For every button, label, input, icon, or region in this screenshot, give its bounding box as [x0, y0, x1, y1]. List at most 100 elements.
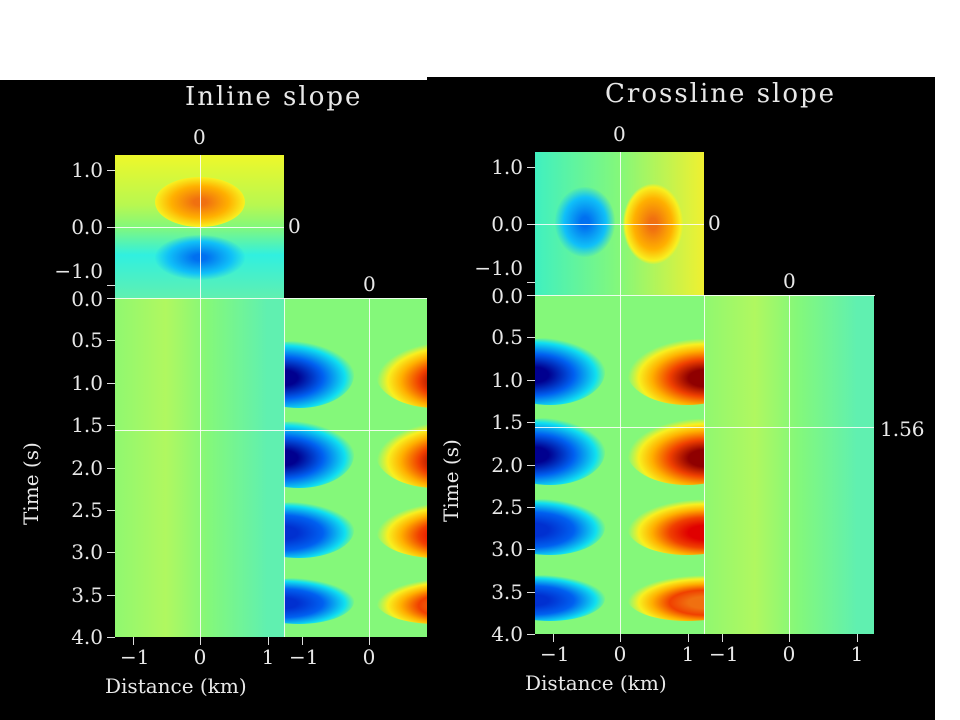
ytick [107, 382, 115, 384]
negative-event [284, 501, 354, 558]
positive-event [376, 421, 427, 489]
xtick [857, 634, 858, 642]
crosshair-inline [620, 152, 621, 295]
top-ytick-label: 0.0 [71, 215, 103, 239]
xtick-label-side: 0 [362, 645, 376, 669]
positive-event [376, 501, 427, 558]
ytick [107, 509, 115, 511]
crosshair-time [535, 427, 704, 429]
margin-strip [935, 77, 960, 720]
ytick-label: 3.5 [491, 579, 523, 604]
top-ytick [527, 282, 535, 283]
side-right-label: 1.56 [880, 417, 925, 441]
top-ytick [107, 227, 115, 228]
y-axis-label: Time (s) [19, 442, 43, 525]
ytick-label: 2.5 [491, 494, 523, 519]
xtick [133, 637, 134, 645]
top-ytick [107, 170, 115, 171]
side-section [704, 295, 874, 634]
xtick-label-main: 1 [261, 645, 275, 669]
ytick [107, 425, 115, 427]
ytick-label: 3.5 [71, 582, 103, 607]
ytick [527, 506, 535, 508]
ytick [107, 340, 115, 342]
ytick [527, 591, 535, 593]
panel-title: Crossline slope [605, 79, 837, 109]
side-section [284, 298, 427, 637]
xtick [200, 637, 201, 645]
ytick [527, 464, 535, 466]
top-x-label: 0 [193, 125, 206, 149]
section-edge [535, 295, 875, 296]
top-ytick [107, 285, 115, 286]
xtick [553, 634, 554, 642]
ytick-label: 3.0 [491, 537, 523, 562]
ytick [107, 594, 115, 596]
positive-event [376, 578, 427, 624]
negative-event [535, 418, 605, 486]
ytick-label: 1.5 [491, 410, 523, 435]
ytick [527, 379, 535, 381]
side-top-label: 0 [363, 272, 376, 296]
positive-event [627, 337, 704, 405]
crosshair-time [284, 430, 427, 432]
negative-event [535, 575, 605, 621]
ytick [107, 298, 115, 299]
ytick-label: 0.0 [491, 284, 523, 308]
negative-event [535, 337, 605, 405]
positive-event [376, 340, 427, 408]
top-y-label: 0 [288, 214, 301, 238]
positive-event [627, 498, 704, 555]
y-axis-label: Time (s) [439, 439, 463, 522]
panel-title: Inline slope [185, 82, 363, 112]
top-ytick [527, 167, 535, 168]
xtick [789, 634, 790, 642]
xtick-label-side: −1 [289, 645, 319, 669]
ytick-label: 4.0 [71, 625, 103, 649]
negative-blob [555, 187, 615, 257]
ytick [107, 467, 115, 469]
crosshair-inline [200, 155, 201, 298]
section-edge [115, 298, 427, 299]
ytick [527, 295, 535, 296]
ytick [107, 552, 115, 554]
top-ytick-label: −1.0 [474, 256, 523, 280]
crosshair-time [115, 430, 284, 432]
crosshair-crossline [115, 227, 284, 228]
ytick-label: 1.0 [71, 370, 103, 395]
negative-event [535, 498, 605, 555]
ytick-label: 0.0 [71, 287, 103, 311]
ytick-label: 1.5 [71, 413, 103, 438]
ytick-label: 0.5 [71, 328, 103, 353]
ytick-label: 2.0 [491, 452, 523, 477]
xtick-label-main: 0 [193, 645, 207, 669]
xtick-label-main: −1 [120, 645, 150, 669]
inline-slope-panel: Inline slope 0 0 0 1.0 0.0 −1.0 0.0 0.5 1.0 1.5 2.0… [0, 80, 427, 720]
xtick-label-main: 0 [613, 642, 627, 666]
negative-event [284, 421, 354, 489]
top-ytick-label: 0.0 [491, 212, 523, 236]
crosshair-crossline [369, 298, 370, 637]
ytick [107, 637, 115, 638]
crosshair-inline [620, 295, 621, 634]
x-axis-label: Distance (km) [105, 674, 247, 698]
front-section [115, 298, 284, 637]
top-slice [535, 152, 704, 295]
xtick [688, 634, 689, 642]
negative-event [284, 578, 354, 624]
ytick-label: 4.0 [491, 622, 523, 646]
positive-event [627, 418, 704, 486]
top-slice [115, 155, 284, 298]
ytick [527, 422, 535, 424]
top-ytick [527, 224, 535, 225]
xtick [268, 637, 269, 645]
top-ytick-label: 1.0 [491, 155, 523, 179]
ytick-label: 0.5 [491, 325, 523, 350]
xtick-label-main: 1 [681, 642, 695, 666]
ytick-label: 3.0 [71, 540, 103, 565]
ytick [527, 549, 535, 551]
crosshair-crossline [789, 295, 790, 634]
xtick-label-side: 1 [850, 642, 864, 666]
section-divider [704, 295, 705, 634]
xtick-label-side: −1 [709, 642, 739, 666]
